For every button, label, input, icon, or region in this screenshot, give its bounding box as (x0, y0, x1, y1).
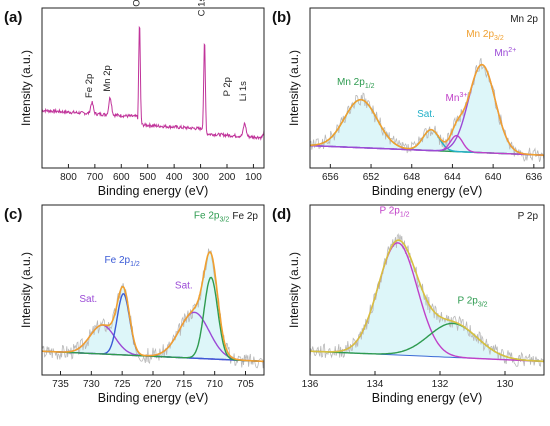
panel-b: Mn 2p1/2 Sat. Mn3+ Mn 2p3/2 Mn2+ Mn 2p 656 652 6… (272, 7, 545, 198)
x-tick-label: 136 (302, 379, 319, 390)
y-axis-label: Intensity (a.u.) (287, 50, 301, 126)
x-tick-label: 725 (114, 379, 131, 390)
panel-title: Mn 2p (510, 14, 538, 25)
peak-label-li-1s: Li 1s (238, 81, 249, 101)
panel-label: (b) (272, 9, 291, 26)
fit-shading (42, 252, 264, 362)
x-tick-label: 644 (444, 172, 461, 183)
plot-area-c (42, 248, 264, 369)
peak-label-o-1s: O 1s (132, 0, 143, 7)
envelope-line (310, 63, 544, 156)
raw-spectrum-line (42, 248, 264, 369)
x-axis-label: Binding energy (eV) (98, 391, 208, 405)
panel-label: (c) (4, 206, 22, 223)
envelope-line (310, 239, 544, 363)
x-tick-label: 134 (367, 379, 384, 390)
x-tick-label: 636 (525, 172, 542, 183)
x-tick-label: 130 (497, 379, 514, 390)
component-line-2 (42, 311, 264, 363)
x-tick-label: 735 (52, 379, 69, 390)
component-label-0: Mn 2p1/2 (337, 77, 375, 90)
x-tick-label: 705 (237, 379, 254, 390)
component-line-3 (42, 276, 264, 363)
axes-frame (309, 7, 545, 169)
panel-title: P 2p (518, 211, 539, 222)
y-axis-label: Intensity (a.u.) (287, 252, 301, 328)
component-label-3: Mn 2p3/2 (466, 29, 504, 42)
x-tick-label: 730 (83, 379, 100, 390)
raw-spectrum-line (310, 233, 544, 367)
x-tick-label: 100 (245, 172, 262, 183)
plot-area-a (42, 25, 264, 141)
panel-label: (d) (272, 206, 291, 223)
component-label-0: Sat. (79, 294, 97, 305)
x-tick-label: 800 (60, 172, 77, 183)
plot-area-b (310, 57, 544, 163)
x-tick-label: 652 (363, 172, 380, 183)
y-axis-label: Intensity (a.u.) (19, 252, 33, 328)
plot-area-d (310, 233, 544, 367)
x-tick-label: 700 (87, 172, 104, 183)
x-tick-label: 200 (219, 172, 236, 183)
panel-title: Fe 2p (232, 211, 258, 222)
component-label-3: Fe 2p3/2 (194, 211, 229, 224)
axes-frame (309, 204, 545, 376)
peak-label-fe-2p: Fe 2p (84, 74, 95, 98)
peak-label-p-2p: P 2p (222, 77, 233, 96)
envelope-line (42, 251, 264, 363)
x-tick-label: 656 (322, 172, 339, 183)
raw-spectrum-line (310, 57, 544, 163)
x-axis-label: Binding energy (eV) (98, 184, 208, 198)
x-tick-label: 600 (113, 172, 130, 183)
x-tick-label: 400 (166, 172, 183, 183)
component-label-1: Sat. (417, 109, 435, 120)
x-axis-label: Binding energy (eV) (372, 184, 482, 198)
component-label-0: P 2p1/2 (379, 206, 409, 219)
x-tick-label: 500 (139, 172, 156, 183)
panel-label: (a) (4, 9, 22, 26)
x-tick-label: 300 (192, 172, 209, 183)
fit-shading (310, 64, 544, 156)
component-label-2: Mn3+ (446, 92, 468, 104)
peak-label-mn-2p: Mn 2p (102, 65, 113, 91)
x-tick-label: 648 (403, 172, 420, 183)
y-axis-label: Intensity (a.u.) (19, 50, 33, 126)
x-tick-label: 132 (432, 379, 449, 390)
x-tick-label: 720 (145, 379, 162, 390)
x-tick-label: 640 (485, 172, 502, 183)
survey-spectrum-line (42, 25, 264, 141)
component-label-2: Sat. (175, 280, 193, 291)
panel-c: Sat. Fe 2p1/2 Sat. Fe 2p3/2 Fe 2p 735 730 725 72… (4, 204, 265, 405)
panel-d: P 2p1/2 P 2p3/2 P 2p 136 134 132 130 Binding en… (272, 204, 545, 405)
component-label-4: Mn2+ (494, 47, 516, 59)
x-tick-label: 710 (206, 379, 223, 390)
component-label-1: Fe 2p1/2 (105, 255, 140, 268)
x-axis-label: Binding energy (eV) (372, 391, 482, 405)
component-label-1: P 2p3/2 (457, 296, 487, 309)
axes-frame (41, 7, 265, 169)
x-tick-label: 715 (175, 379, 192, 390)
